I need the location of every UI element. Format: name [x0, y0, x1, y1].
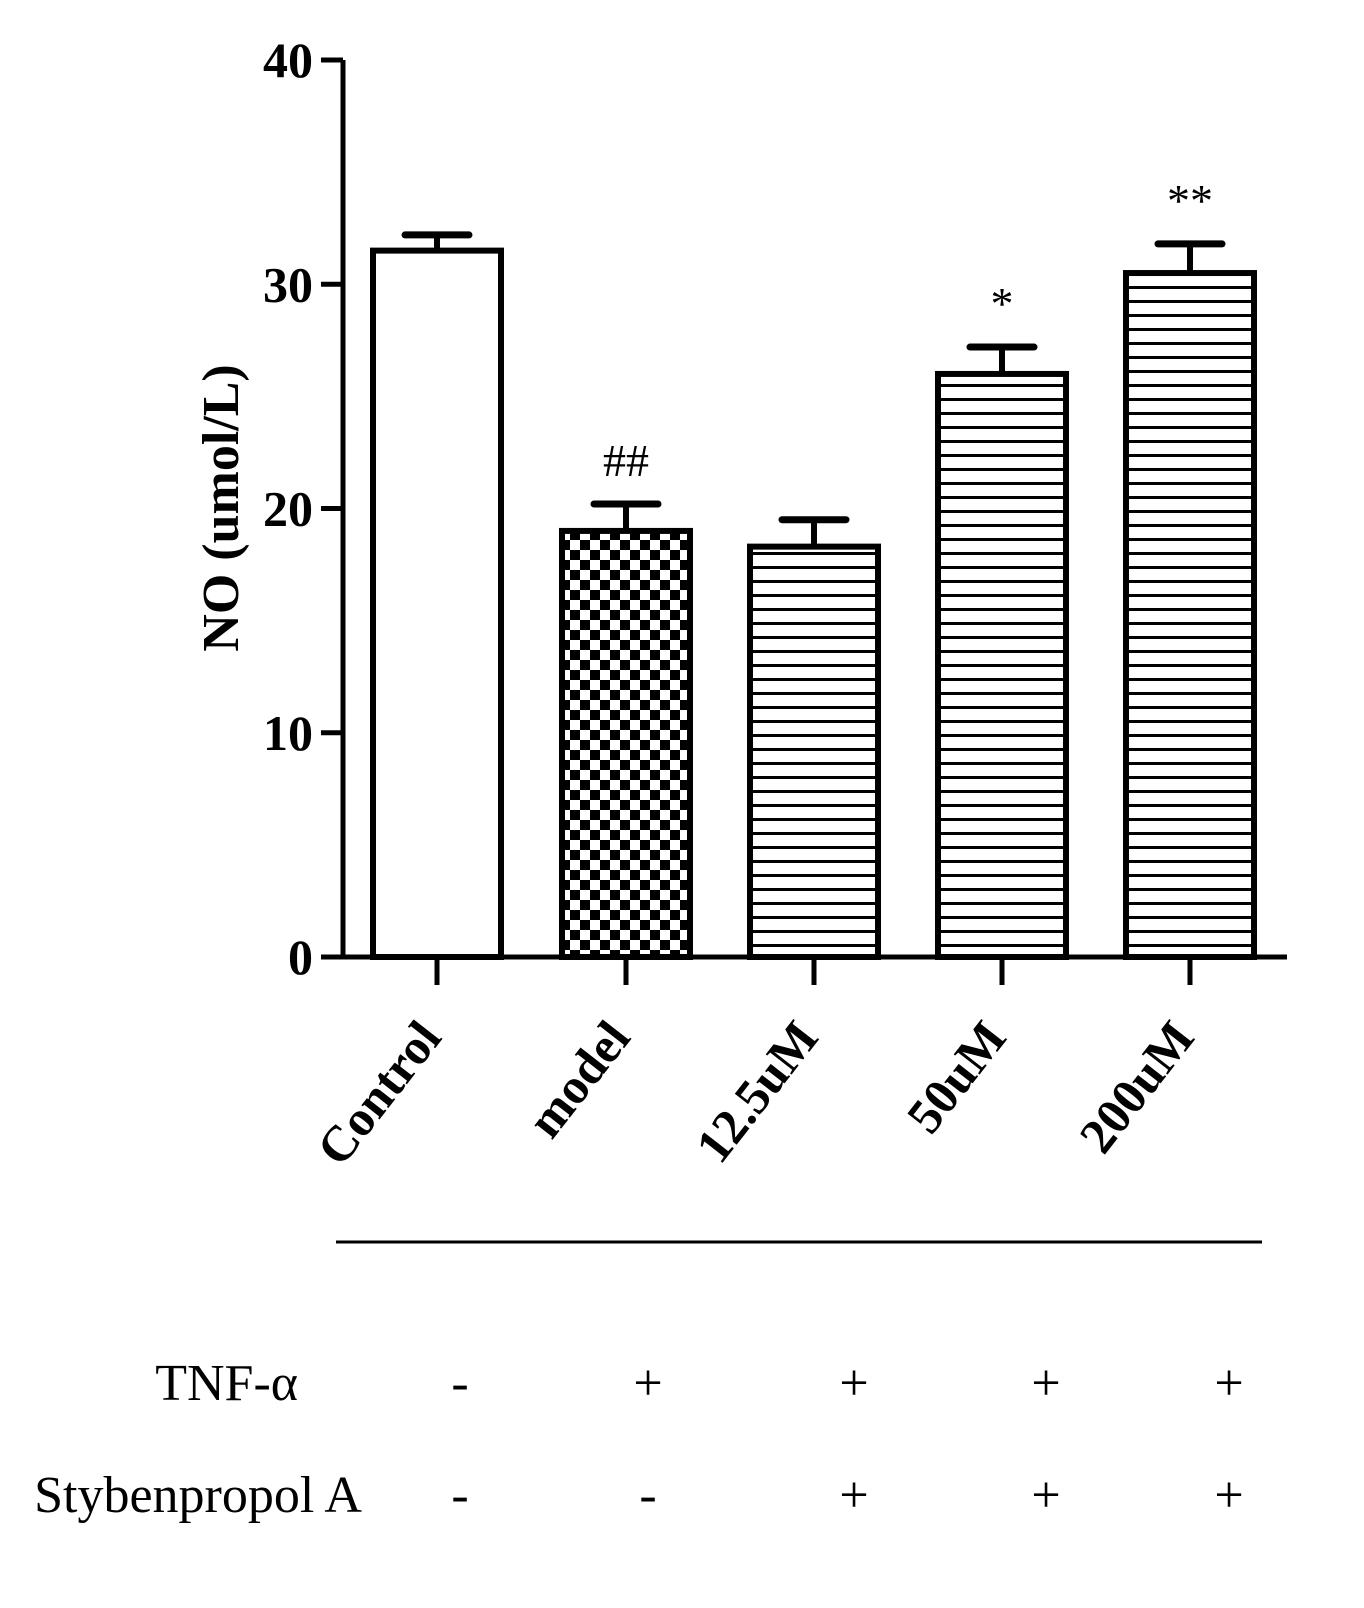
- treatment-mark: +: [839, 1467, 868, 1524]
- treatment-mark: +: [1214, 1355, 1243, 1412]
- treatment-mark: +: [1031, 1467, 1060, 1524]
- treatment-label: Stybenpropol A: [34, 1467, 362, 1524]
- y-tick-label: 30: [263, 256, 313, 312]
- significance-label: ##: [603, 435, 649, 486]
- treatment-mark: -: [639, 1467, 656, 1524]
- treatment-mark: -: [451, 1355, 468, 1412]
- treatment-label: TNF-α: [155, 1355, 298, 1412]
- bar-50uM: [935, 370, 1069, 960]
- y-axis-title: NO (umol/L): [193, 364, 250, 651]
- y-tick-label: 10: [263, 705, 313, 761]
- y-axis: 0 10 20 30 40: [263, 32, 346, 985]
- bar-12.5uM: [747, 543, 881, 960]
- x-tick-label: Control: [305, 1010, 451, 1175]
- treatment-mark: +: [1214, 1467, 1243, 1524]
- bar-Control: [370, 247, 504, 961]
- treatment-mark: -: [451, 1467, 468, 1524]
- treatment-mark: +: [1031, 1355, 1060, 1412]
- treatment-mark: +: [839, 1355, 868, 1412]
- treatment-mark: +: [633, 1355, 662, 1412]
- significance-label: *: [991, 278, 1014, 329]
- y-tick-label: 40: [263, 32, 313, 88]
- x-tick-label: 50uM: [896, 1010, 1017, 1143]
- x-axis: [341, 954, 1287, 985]
- significance-label: **: [1167, 175, 1213, 226]
- x-tick-label: 12.5uM: [684, 1010, 828, 1173]
- x-tick-label: model: [516, 1010, 641, 1147]
- bar-200uM: [1123, 270, 1257, 961]
- bar-model: [559, 527, 693, 960]
- y-tick-label: 20: [263, 481, 313, 537]
- x-tick-label: 200uM: [1068, 1010, 1204, 1163]
- y-tick-label: 0: [288, 929, 313, 985]
